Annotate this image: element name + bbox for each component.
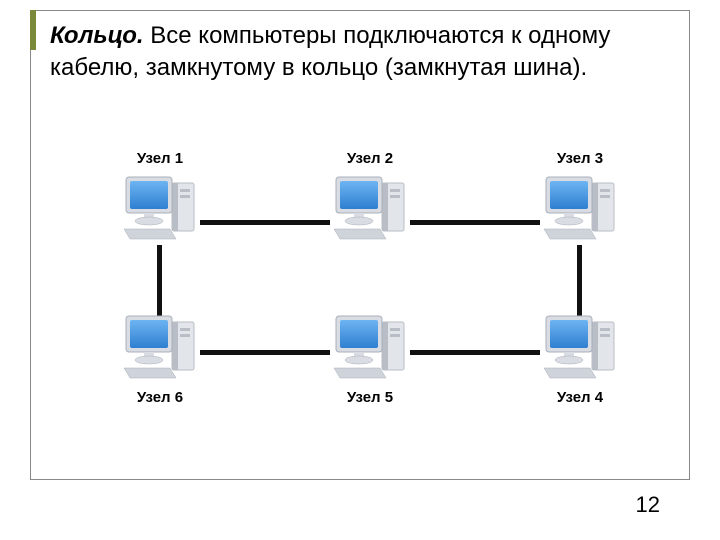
node-1: Узел 1 (110, 150, 210, 246)
edge-2-3 (410, 220, 540, 225)
computer-icon (320, 171, 420, 246)
page-number: 12 (636, 492, 660, 518)
title-emphasis: Кольцо. (50, 22, 144, 49)
node-label-6: Узел 6 (110, 389, 210, 406)
ring-topology-diagram: Узел 1 Узел 2 (80, 150, 640, 450)
node-5: Узел 5 (320, 310, 420, 406)
node-label-4: Узел 4 (530, 389, 630, 406)
node-label-5: Узел 5 (320, 389, 420, 406)
edge-1-2 (200, 220, 330, 225)
accent-bar (30, 10, 36, 50)
node-label-1: Узел 1 (110, 150, 210, 167)
computer-icon (110, 171, 210, 246)
computer-icon (110, 310, 210, 385)
node-4: Узел 4 (530, 310, 630, 406)
computer-icon (530, 310, 630, 385)
edge-5-6 (200, 350, 330, 355)
node-label-3: Узел 3 (530, 150, 630, 167)
computer-icon (320, 310, 420, 385)
computer-icon (530, 171, 630, 246)
slide-title: Кольцо. Все компьютеры подключаются к од… (50, 20, 670, 85)
node-3: Узел 3 (530, 150, 630, 246)
node-6: Узел 6 (110, 310, 210, 406)
node-label-2: Узел 2 (320, 150, 420, 167)
edge-4-5 (410, 350, 540, 355)
node-2: Узел 2 (320, 150, 420, 246)
